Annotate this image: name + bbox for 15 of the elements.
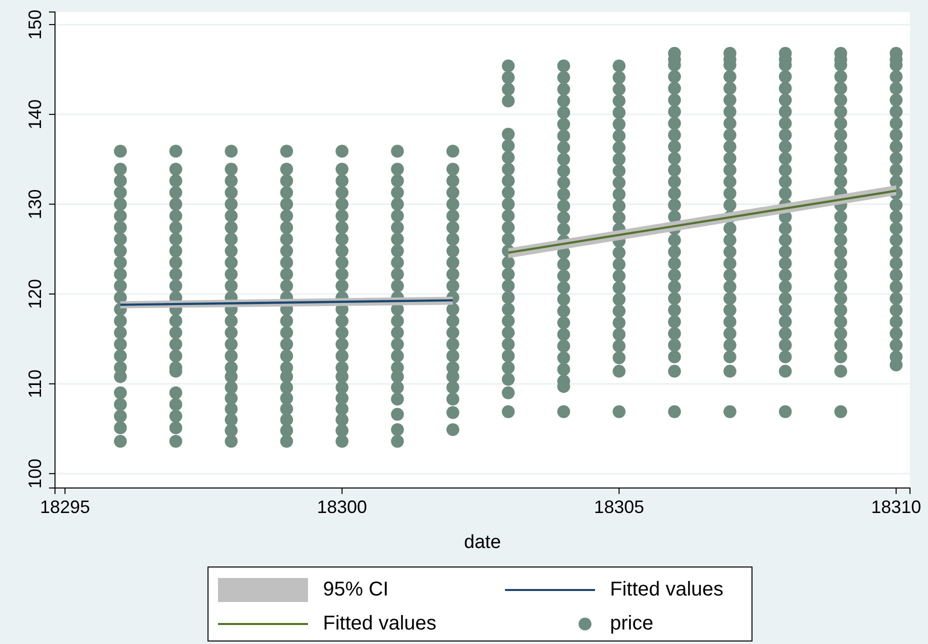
- x-axis-title: date: [464, 532, 501, 553]
- x-tick-label: 18295: [40, 497, 90, 518]
- y-tick-label: 100: [24, 458, 45, 489]
- legend-label: price: [610, 612, 654, 634]
- x-tick-label: 18300: [317, 497, 368, 518]
- x-tick-label: 18305: [594, 497, 644, 518]
- legend-label: Fitted values: [610, 578, 724, 600]
- y-tick-label: 110: [24, 369, 45, 398]
- y-tick-label: 120: [24, 278, 45, 310]
- text: 95% CI: [323, 578, 389, 600]
- y-tick-label: 150: [24, 10, 45, 40]
- y-tick-label: 140: [24, 99, 45, 130]
- legend-label: Fitted values: [323, 612, 436, 634]
- x-tick-label: 18310: [871, 497, 922, 518]
- y-tick-label: 130: [24, 189, 45, 220]
